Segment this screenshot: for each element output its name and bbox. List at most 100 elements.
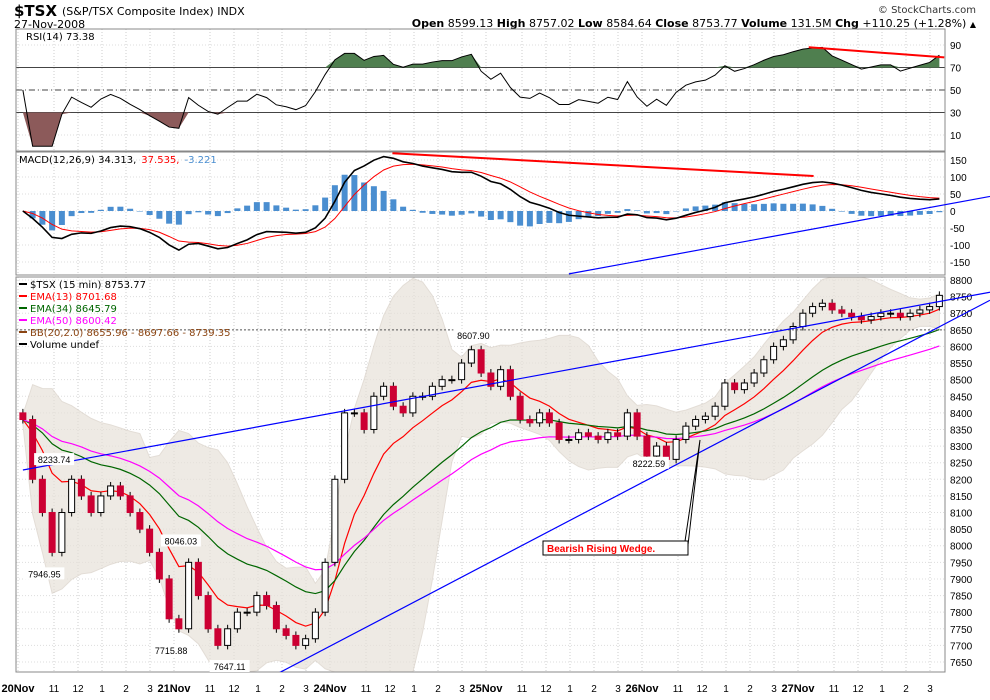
candle-body [555,422,563,440]
candle [487,369,495,391]
candle [760,355,768,377]
candle-body [370,395,378,430]
price-label-text: 8046.03 [165,536,198,546]
trendline [22,291,990,471]
price-label-bg [453,328,494,341]
x-tick-label: 3 [771,684,777,695]
macd-histogram-bar [595,211,602,216]
candle-body [818,302,826,308]
macd-axis-label: 150 [950,156,967,167]
x-tick-label: 2 [903,684,909,695]
candle-body [331,478,339,563]
x-tick-label: 3 [615,684,621,695]
macd-histogram-bar [68,211,75,217]
macd-histogram-bar [468,211,475,214]
macd-histogram-bar [634,210,641,211]
x-tick-label: 2 [435,684,441,695]
x-tick-label: 11 [517,684,528,695]
price-axis-label: 8800 [950,276,973,287]
price-axis-label: 8500 [950,376,973,387]
low-label: Low [577,17,603,30]
macd-histogram-bar [253,202,260,211]
price-label-text: 8233.74 [38,455,71,465]
x-tick-label: 2 [279,684,285,695]
x-tick-label: 11 [673,684,684,695]
macd-histogram-bar [936,211,943,213]
candle [48,508,56,557]
price-axis-label: 8550 [950,359,973,370]
macd-histogram-bar [848,211,855,214]
macd-histogram-bar [585,211,592,218]
x-tick-label: 27Nov [781,683,815,695]
macd-line [22,155,940,252]
macd-axis-label: 100 [950,173,967,184]
macd-histogram-bar [400,206,407,211]
macd-histogram-bar [185,211,192,215]
candle-body [272,605,280,630]
candle [321,558,329,617]
candle-body [146,528,154,553]
candle-body [58,512,66,553]
macd-histogram-bar [907,211,914,216]
candle-body [302,638,310,646]
macd-panel-border [15,151,946,276]
macd-histogram-bar [380,190,387,211]
candle [809,302,817,318]
candle-body [292,634,300,646]
trendline [808,46,945,59]
candle-body [926,306,934,311]
candle [272,601,280,633]
candle [701,412,709,424]
price-legend-swatch [19,283,27,285]
symbol-description: (S&P/TSX Composite Index) INDX [62,5,245,18]
candle [116,481,124,500]
price-axis-label: 8200 [950,475,973,486]
candle [350,408,358,417]
macd-histogram-bar [838,211,845,212]
price-label: 8607.90 [453,328,494,341]
candle [896,309,904,321]
candle [614,428,622,441]
candle [711,402,719,421]
macd-histogram-bar [858,211,865,216]
macd-histogram-bar [283,207,290,211]
candle [97,491,105,517]
candle-body [350,412,358,415]
candle-body [536,412,544,424]
price-plot-area [16,277,945,672]
macd-legend: MACD(12,26,9) 34.313, [19,155,136,166]
x-tick-label: 1 [879,684,885,695]
candle-body [448,379,456,382]
candle [146,525,154,557]
candle-body [68,478,76,514]
candle-body [760,359,768,374]
macd-histogram-bar [692,206,699,211]
x-tick-label: 12 [228,684,240,695]
candle-body [828,302,836,311]
candle-body [311,611,319,640]
macd-histogram-bar [175,211,182,225]
macd-histogram-bar [166,211,173,224]
price-axis-label: 7850 [950,592,973,603]
candle [448,375,456,384]
candle [389,382,397,411]
candle-body [233,611,241,630]
macd-histogram-bar [78,211,85,214]
candle-body [701,415,709,421]
bb-legend: BB(20,2.0) 8655.96 - 8697.66 - 8739.35 [30,328,231,339]
macd-histogram-bar [331,185,338,211]
x-tick-label: 1 [255,684,261,695]
macd-axis-label: 0 [950,207,956,218]
macd-histogram-bar [302,209,309,211]
price-label-bg [34,453,75,466]
candle-body [584,432,592,437]
x-tick-label: 12 [384,684,396,695]
candle-body [107,485,115,497]
candle [721,378,729,411]
candle [38,475,46,517]
ema34-legend: EMA(34) 8645.79 [30,304,117,315]
macd-signal-legend: 37.535, [141,155,179,166]
trendline [279,299,990,672]
candle-body [623,412,631,437]
macd-histogram-bar [234,208,241,211]
